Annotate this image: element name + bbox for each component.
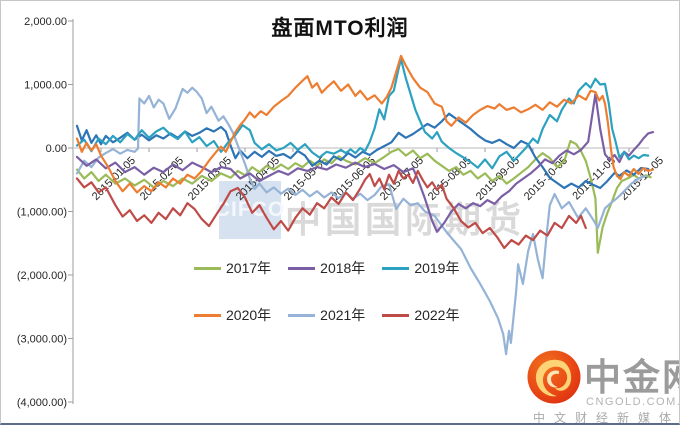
series-line-2017: [75, 139, 652, 254]
legend-item-2021: 2021年: [288, 305, 365, 325]
legend-item-2017: 2017年: [194, 258, 271, 278]
cngold-logo: 中金网 CNGOLD.COM.CN 中文财经新媒体: [525, 345, 680, 425]
legend-item-2019: 2019年: [382, 258, 459, 278]
y-axis-label: (1,000.00): [17, 207, 67, 219]
legend-label: 2022年: [414, 307, 460, 323]
chart-legend-row-1: 2017年 2018年 2019年: [194, 258, 464, 278]
series-line-2020: [75, 54, 655, 194]
legend-label: 2020年: [226, 307, 272, 323]
cngold-logo-name: 中金网: [584, 357, 679, 398]
series-line-2018: [75, 92, 655, 233]
cngold-logo-icon: [527, 350, 581, 404]
legend-item-2018: 2018年: [288, 258, 365, 278]
legend-label: 2019年: [414, 260, 460, 276]
legend-swatch: [382, 313, 410, 317]
legend-swatch: [288, 266, 316, 270]
legend-swatch: [194, 313, 221, 317]
legend-swatch: [382, 266, 410, 270]
cngold-logo-domain: CNGOLD.COM.CN: [586, 396, 680, 408]
y-axis-label: 1,000.00: [24, 80, 67, 92]
chart-title: 盘面MTO利润: [271, 17, 409, 40]
y-axis-label: (4,000.00): [17, 397, 67, 409]
y-axis-label: (2,000.00): [17, 270, 67, 282]
legend-label: 2018年: [320, 260, 366, 276]
legend-swatch: [194, 266, 221, 270]
legend-item-2020: 2020年: [194, 305, 271, 325]
legend-label: 2021年: [320, 307, 366, 323]
series-line-unlabeledblue: [75, 112, 650, 190]
cngold-logo-tagline: 中文财经新媒体: [533, 411, 680, 425]
legend-item-2022: 2022年: [382, 305, 459, 325]
legend-label: 2017年: [226, 260, 272, 276]
y-axis-label: 2,000.00: [24, 16, 67, 28]
y-axis-label: 0.00: [46, 143, 67, 155]
chart-legend-row-2: 2020年 2021年 2022年: [194, 305, 464, 325]
x-axis-label: 2015-07-05: [378, 155, 426, 203]
legend-swatch: [288, 313, 316, 317]
x-axis-label: 2015-08-05: [426, 155, 474, 203]
y-axis-label: (3,000.00): [17, 334, 67, 346]
series-line-2022: [75, 169, 587, 250]
x-axis-label: 2015-02-05: [138, 155, 186, 203]
